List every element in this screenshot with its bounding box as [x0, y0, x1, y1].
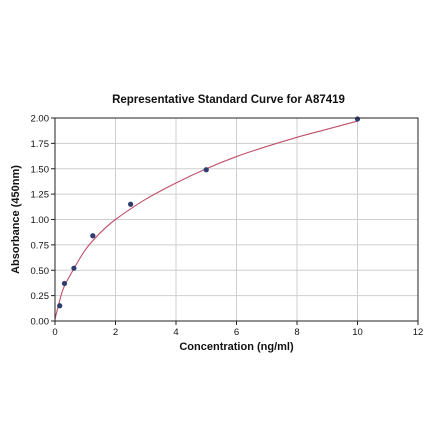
y-tick-label: 1.00	[31, 215, 50, 226]
chart-title: Representative Standard Curve for A87419	[112, 94, 345, 106]
data-point	[71, 265, 77, 271]
y-tick-label: 1.50	[31, 164, 50, 175]
x-tick-label: 2	[113, 327, 118, 338]
data-point	[203, 167, 209, 173]
data-points-layer	[57, 116, 361, 309]
y-tick-label: 1.25	[31, 190, 50, 201]
data-point	[354, 116, 361, 122]
y-tick-label: 2.00	[31, 114, 50, 125]
y-tick-label: 0.75	[31, 240, 50, 251]
data-point	[128, 201, 134, 207]
y-tick-label: 0.50	[31, 266, 50, 277]
y-tick-label: 1.75	[31, 139, 50, 150]
x-tick-label: 6	[234, 327, 239, 338]
data-point	[57, 303, 63, 309]
x-axis-label: Concentration (ng/ml)	[179, 341, 294, 353]
x-tick-label: 10	[352, 327, 363, 338]
x-tick-label: 8	[294, 327, 299, 338]
y-tick-label: 0.25	[31, 291, 50, 302]
y-axis-label: Absorbance (450nm)	[10, 165, 22, 274]
grid-lines	[54, 117, 419, 322]
fit-curve-line	[54, 120, 358, 320]
axis-ticks: 0 2 4 6 8 10 12 0.00 0.25 0.50 0.75 1.00 1.25 1.50 1.7…	[31, 114, 424, 339]
x-tick-label: 0	[52, 327, 57, 338]
data-point	[90, 233, 96, 239]
data-point	[61, 280, 68, 287]
fit-curve-layer	[54, 120, 358, 320]
x-tick-label: 12	[413, 327, 424, 338]
y-tick-label: 0.00	[31, 317, 50, 328]
x-tick-label: 4	[173, 327, 178, 338]
